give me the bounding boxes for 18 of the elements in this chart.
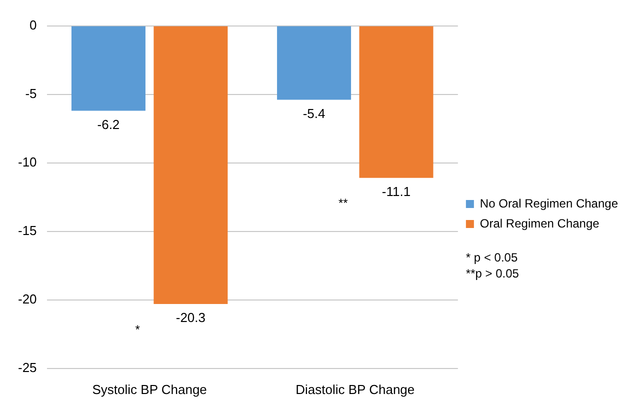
y-tick-label: 0 [30,17,37,32]
data-label: -6.2 [97,116,120,132]
x-tick-label: Systolic BP Change [92,382,207,397]
data-label: -11.1 [382,184,411,199]
y-tick-label: -5 [25,86,37,101]
y-tick-label: -25 [18,360,37,375]
legend-label: Oral Regimen Change [480,216,600,230]
legend-label: No Oral Regimen Change [480,196,618,210]
annotation: ** [338,196,348,210]
text: * p < 0.05 [466,250,518,264]
annotation: * [135,322,140,336]
y-tick-label: -15 [18,222,37,238]
y-tick-label: -10 [18,154,37,170]
data-label: -20.3 [176,310,206,326]
text: **p > 0.05 [466,266,520,280]
y-tick-label: -20 [18,291,37,306]
x-tick-label: Diastolic BP Change [296,382,415,397]
data-label: -5.4 [302,106,326,121]
